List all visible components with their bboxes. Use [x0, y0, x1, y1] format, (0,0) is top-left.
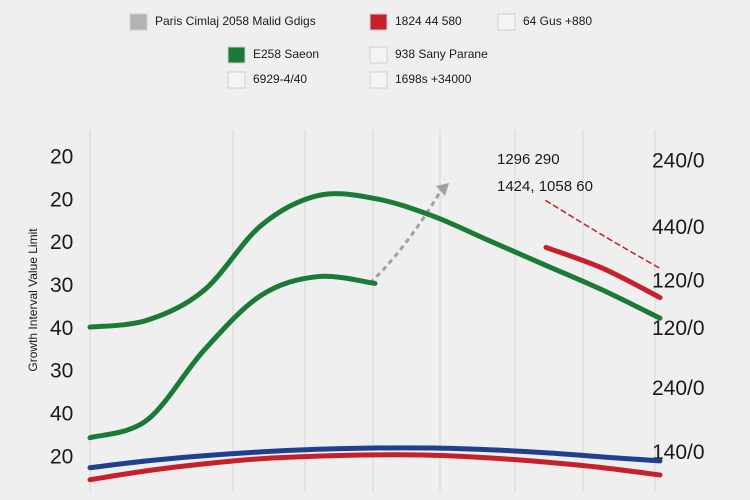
arrow-head [436, 183, 449, 196]
y-tick-label: 20 [50, 445, 73, 468]
legend-swatch [369, 46, 388, 64]
legend-swatch [369, 71, 388, 89]
y-tick-label: 20 [50, 231, 73, 254]
y2-tick-label: 120/0 [652, 317, 705, 340]
legend-label: E258 Saeon [253, 47, 319, 61]
legend-swatch [497, 13, 516, 31]
y-tick-label: 30 [50, 360, 73, 383]
line-series [543, 244, 663, 301]
annotation: 1424, 1058 60 [497, 178, 593, 195]
y2-tick-label: 140/0 [652, 441, 705, 464]
annotation: 1296 290 [497, 151, 560, 168]
y2-tick-label: 120/0 [652, 270, 705, 293]
y2-tick-label: 240/0 [652, 150, 705, 173]
y-tick-label: 40 [50, 403, 73, 426]
y-tick-label: 30 [50, 274, 73, 297]
legend-label: 64 Gus +880 [523, 14, 592, 28]
line-series [545, 199, 661, 270]
line-series [87, 445, 663, 471]
legend-swatch [227, 71, 246, 89]
legend-swatch [369, 13, 388, 31]
line-series [87, 452, 663, 483]
legend-label: Paris Cimlaj 2058 Malid Gdigs [155, 14, 316, 28]
y-tick-label: 40 [50, 317, 73, 340]
legend-swatch [129, 13, 148, 31]
legend-swatch [227, 46, 246, 64]
y2-tick-label: 240/0 [652, 377, 705, 400]
legend-label: 1698s +34000 [395, 72, 472, 86]
line-series [87, 273, 378, 441]
annotation-arrow [368, 191, 442, 285]
legend-label: 938 Sany Parane [395, 47, 488, 61]
y-axis-title: Growth Interval Value Limit [26, 228, 40, 372]
y-tick-label: 20 [50, 145, 73, 168]
y2-tick-label: 440/0 [652, 216, 705, 239]
legend-label: 6929-4/40 [253, 72, 307, 86]
legend-label: 1824 44 580 [395, 14, 462, 28]
y-tick-label: 20 [50, 188, 73, 211]
line-series [87, 191, 663, 330]
